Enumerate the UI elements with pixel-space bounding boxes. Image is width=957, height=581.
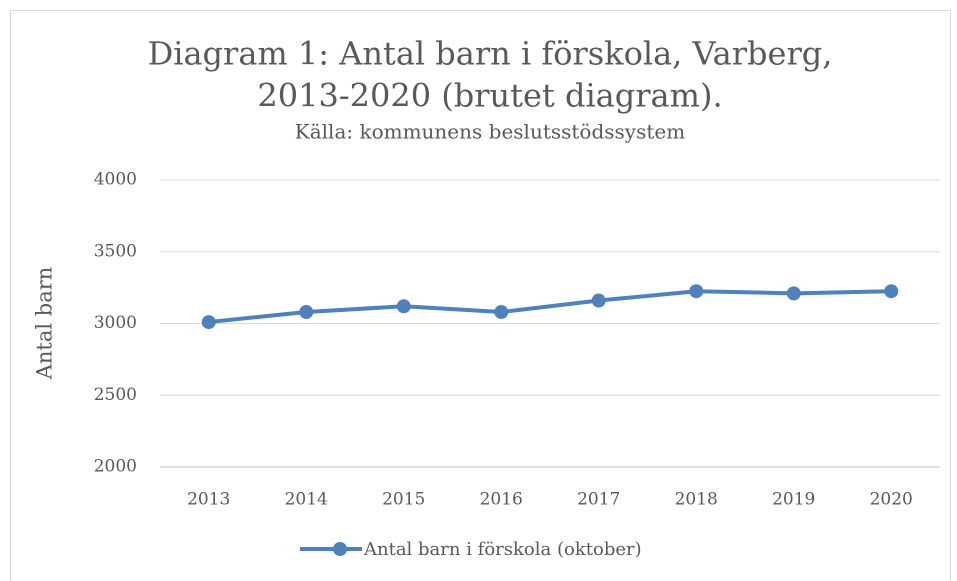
y-tick-label: 3000: [94, 313, 137, 333]
data-point: [884, 284, 899, 299]
x-tick-label: 2013: [187, 490, 230, 510]
x-tick-label: 2016: [480, 490, 523, 510]
chart-title: Diagram 1: Antal barn i förskola, Varber…: [148, 35, 833, 73]
chart-title: 2013-2020 (brutet diagram).: [257, 77, 722, 115]
x-tick-label: 2017: [577, 490, 620, 510]
data-point: [201, 315, 216, 330]
data-point: [299, 305, 314, 320]
chart-subtitle: Källa: kommunens beslutsstödssystem: [295, 120, 685, 144]
y-tick-label: 2500: [94, 385, 137, 405]
legend-marker: [333, 542, 347, 556]
data-point: [494, 305, 509, 320]
y-tick-label: 2000: [94, 457, 137, 477]
data-point: [396, 299, 411, 314]
y-axis-label: Antal barn: [33, 267, 57, 381]
x-tick-label: 2018: [675, 490, 718, 510]
x-tick-label: 2019: [772, 490, 815, 510]
x-tick-label: 2014: [285, 490, 328, 510]
legend-label: Antal barn i förskola (oktober): [363, 539, 642, 560]
data-point: [591, 293, 606, 308]
x-tick-label: 2015: [382, 490, 425, 510]
series-line: [208, 289, 892, 325]
y-tick-label: 3500: [94, 241, 137, 261]
data-point: [786, 286, 801, 301]
x-tick-label: 2020: [870, 490, 913, 510]
y-tick-label: 4000: [94, 170, 137, 190]
data-point: [689, 284, 704, 299]
